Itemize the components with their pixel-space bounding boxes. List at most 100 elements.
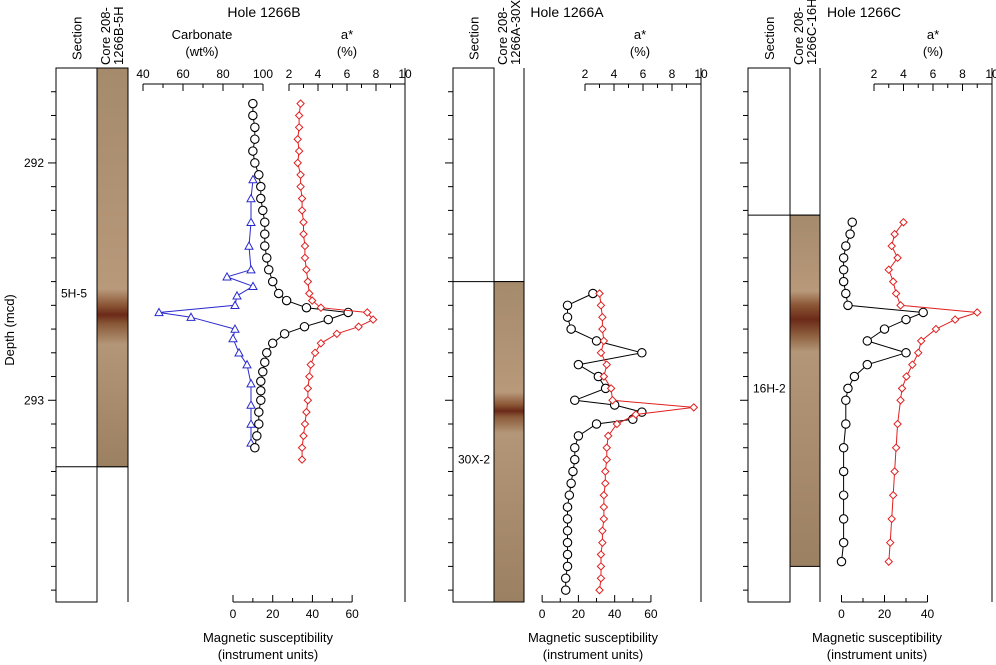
magsus-point	[267, 276, 278, 287]
magsus-point	[862, 359, 873, 370]
magsus-point	[566, 478, 576, 489]
panel-title: Hole 1266C	[827, 4, 901, 20]
astar-tick-label: 10	[985, 67, 996, 81]
astar-point	[603, 431, 613, 441]
magsus-point	[281, 295, 292, 306]
magsus-point	[323, 314, 334, 325]
astar-tick-label: 6	[640, 67, 647, 81]
astar-point	[600, 467, 610, 476]
astar-point	[294, 111, 304, 120]
carbonate-point	[232, 290, 242, 300]
astar-point	[595, 585, 604, 595]
astar-tick-label: 8	[669, 67, 676, 81]
astar-point	[307, 296, 317, 305]
magsus-point	[845, 229, 855, 239]
magsus-point	[562, 312, 573, 322]
magsus-point	[879, 324, 890, 334]
magsus-axis-unit: (instrument units)	[827, 647, 927, 662]
carbonate-series-line	[158, 179, 255, 443]
astar-point	[891, 443, 901, 453]
core-header-2: 1266A-30X	[508, 0, 523, 65]
astar-point	[888, 490, 898, 500]
astar-point	[299, 229, 308, 239]
astar-point	[300, 419, 310, 429]
astar-point	[596, 573, 606, 583]
core-header-1: Core 208-	[495, 7, 510, 65]
astar-point	[596, 562, 606, 571]
astar-point	[888, 277, 898, 286]
carbonate-point	[228, 333, 238, 343]
magsus-point	[299, 321, 310, 332]
section-column	[747, 67, 791, 603]
magsus-tick-label: 20	[572, 607, 586, 621]
astar-point	[296, 182, 305, 191]
section-label: 16H-2	[753, 381, 786, 395]
astar-point	[899, 217, 908, 227]
magsus-point	[250, 134, 260, 144]
astar-point	[897, 384, 907, 393]
magsus-point	[591, 419, 602, 429]
astar-point	[596, 348, 606, 358]
magsus-series-line	[841, 222, 924, 562]
core-header-1: Core 208-	[791, 7, 806, 65]
magsus-tick-label: 60	[644, 607, 658, 621]
section-column	[55, 67, 98, 603]
astar-point	[303, 277, 313, 286]
astar-tick-label: 2	[286, 67, 293, 81]
magsus-point	[901, 314, 911, 325]
astar-point	[608, 395, 617, 405]
magsus-series-line	[252, 103, 349, 448]
astar-tick-label: 10	[398, 67, 412, 81]
astar-point	[884, 557, 894, 566]
magsus-point	[260, 229, 270, 239]
section-label: 5H-5	[61, 286, 87, 300]
magsus-point	[250, 158, 260, 168]
magsus-point	[862, 336, 873, 346]
magsus-axis-label: Magnetic susceptibility	[812, 630, 943, 645]
astar-point	[972, 308, 982, 317]
carbonate-tick-label: 100	[253, 67, 273, 81]
section-column	[452, 67, 495, 603]
panel-title: Hole 1266B	[227, 4, 300, 20]
magsus-point	[279, 329, 290, 339]
astar-point	[598, 324, 607, 334]
magsus-tick-label: 40	[921, 607, 935, 621]
magsus-axis-label: Magnetic susceptibility	[203, 630, 334, 645]
carbonate-point	[242, 359, 252, 369]
astar-point	[293, 158, 303, 168]
astar-point	[316, 303, 326, 313]
astar-point	[354, 322, 363, 332]
magsus-point	[570, 395, 580, 406]
astar-tick-label: 4	[611, 67, 618, 81]
astar-point	[303, 395, 313, 405]
astar-point	[596, 550, 606, 559]
magsus-point	[343, 307, 353, 318]
carbonate-tick-label: 60	[176, 67, 190, 81]
magsus-point	[248, 110, 258, 121]
carbonate-tick-label: 40	[136, 67, 150, 81]
astar-point	[316, 338, 326, 348]
astar-point	[362, 308, 372, 317]
magsus-point	[260, 217, 270, 228]
magsus-point	[836, 556, 847, 567]
astar-point	[304, 372, 314, 381]
astar-point	[885, 538, 895, 547]
core-header-2: 1266C-16H	[804, 0, 819, 65]
astar-point	[600, 479, 610, 488]
astar-point	[294, 123, 304, 132]
astar-point	[299, 217, 308, 227]
astar-tick-label: 8	[959, 67, 966, 81]
panel-1: Hole 1266A 30X-2 Section Core 208-1266A-30X…	[445, 0, 708, 662]
magsus-tick-label: 40	[306, 607, 320, 621]
astar-tick-label: 2	[871, 67, 878, 81]
magsus-point	[562, 549, 573, 560]
magsus-point	[560, 585, 571, 595]
astar-point	[916, 336, 926, 346]
astar-point	[299, 431, 308, 441]
magsus-point	[841, 419, 851, 429]
magsus-point	[562, 502, 573, 512]
astar-point	[902, 372, 911, 381]
depth-tick-label: 292	[24, 156, 44, 170]
